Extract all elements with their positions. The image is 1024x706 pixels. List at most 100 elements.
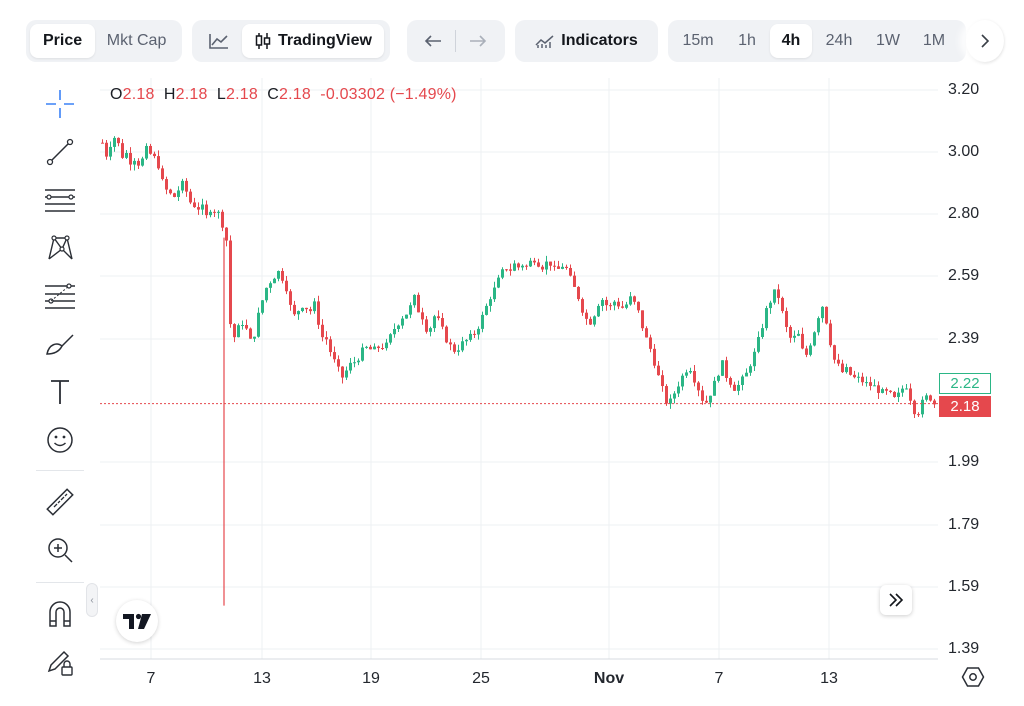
candle-body [869,382,872,386]
candle-body [221,211,224,228]
lock-drawings-tool[interactable] [36,642,84,682]
candle-body [357,360,360,363]
timeframe-1m[interactable]: 1M [922,32,946,49]
candle-body [789,326,792,338]
indicators-label: Indicators [561,32,638,49]
line-chart-button[interactable] [196,24,242,58]
candle-body [653,348,656,366]
y-tick: 2.80 [948,205,980,222]
candle-body [749,366,752,373]
timeframe-1w[interactable]: 1W [876,32,900,49]
candle-body [229,240,232,325]
chart-settings-button[interactable] [961,665,985,689]
candle-body [237,325,240,338]
text-tool[interactable] [36,372,84,412]
current-price-tag: 2.18 [939,396,991,417]
candle-body [201,204,204,210]
high-value: 2.18 [175,86,208,103]
candle-body [801,333,804,349]
candle-body [761,328,764,338]
candle-body [373,346,376,350]
candle-body [713,380,716,396]
collapse-toolbar-button[interactable]: ‹ [86,583,98,617]
timeframe-24h[interactable]: 24h [825,32,853,49]
divider [36,470,84,471]
scroll-right-button[interactable] [966,20,1004,62]
ruler-icon [46,488,74,516]
scroll-to-realtime-button[interactable] [880,585,912,615]
candle-body [493,287,496,300]
candle-body [905,388,908,390]
candle-body [581,299,584,313]
candle-body [129,152,132,165]
price-tab[interactable]: Price [30,24,96,58]
candle-body [485,305,488,315]
candle-body [133,160,136,165]
candle-body [313,301,316,312]
candle-body [497,277,500,288]
candle-body [881,389,884,393]
arrow-left-icon [424,35,441,47]
candle-body [733,384,736,391]
brush-tool[interactable] [36,324,84,364]
candle-body [361,347,364,361]
undo-button[interactable] [411,24,455,58]
x-tick: 13 [820,670,838,687]
candle-body [657,365,660,376]
candle-body [225,227,228,241]
fib-retracement-icon [45,283,75,309]
redo-button[interactable] [456,24,500,58]
magnet-tool[interactable] [36,594,84,634]
candle-body [241,325,244,327]
candle-body [529,260,532,267]
text-icon [51,380,69,404]
candle-body [245,325,248,329]
x-tick: 19 [362,670,380,687]
pattern-tool[interactable] [36,228,84,268]
tradingview-logo[interactable] [116,600,158,642]
candle-body [849,367,852,375]
candle-body [465,339,468,342]
mktcap-tab[interactable]: Mkt Cap [106,32,167,49]
candle-body [721,360,724,376]
candles [101,136,936,418]
candle-body [785,311,788,327]
horizontal-lines-tool[interactable] [36,180,84,220]
timeframe-15m[interactable]: 15m [682,32,714,49]
candle-body [409,305,412,315]
timeframe-1h[interactable]: 1h [738,32,756,49]
candle-body [517,263,520,268]
candle-body [701,390,704,401]
crosshair-tool[interactable] [36,84,84,124]
candle-body [105,142,108,157]
candle-body [337,359,340,367]
trend-line-tool[interactable] [36,132,84,172]
indicators-button[interactable]: Indicators [519,24,654,58]
candle-body [861,376,864,383]
timeframe-4h[interactable]: 4h [770,24,812,58]
candle-body [509,269,512,271]
indicators-icon [535,35,554,48]
candle-body [853,374,856,378]
candle-body [633,296,636,302]
candle-body [893,391,896,398]
candle-body [705,400,708,403]
candle-body [837,359,840,364]
tradingview-button[interactable]: TradingView [242,24,384,58]
candle-body [197,207,200,210]
candle-body [513,263,516,271]
emoji-tool[interactable] [36,420,84,460]
candle-body [833,345,836,360]
candle-body [685,372,688,376]
candle-body [877,385,880,393]
zoom-in-tool[interactable] [36,530,84,570]
fib-retracement-tool[interactable] [36,276,84,316]
candle-body [321,324,324,338]
candle-body [805,348,808,355]
ruler-tool[interactable] [36,482,84,522]
candle-body [593,316,596,325]
candle-body [505,269,508,271]
candle-body [433,316,436,329]
candle-body [205,204,208,216]
